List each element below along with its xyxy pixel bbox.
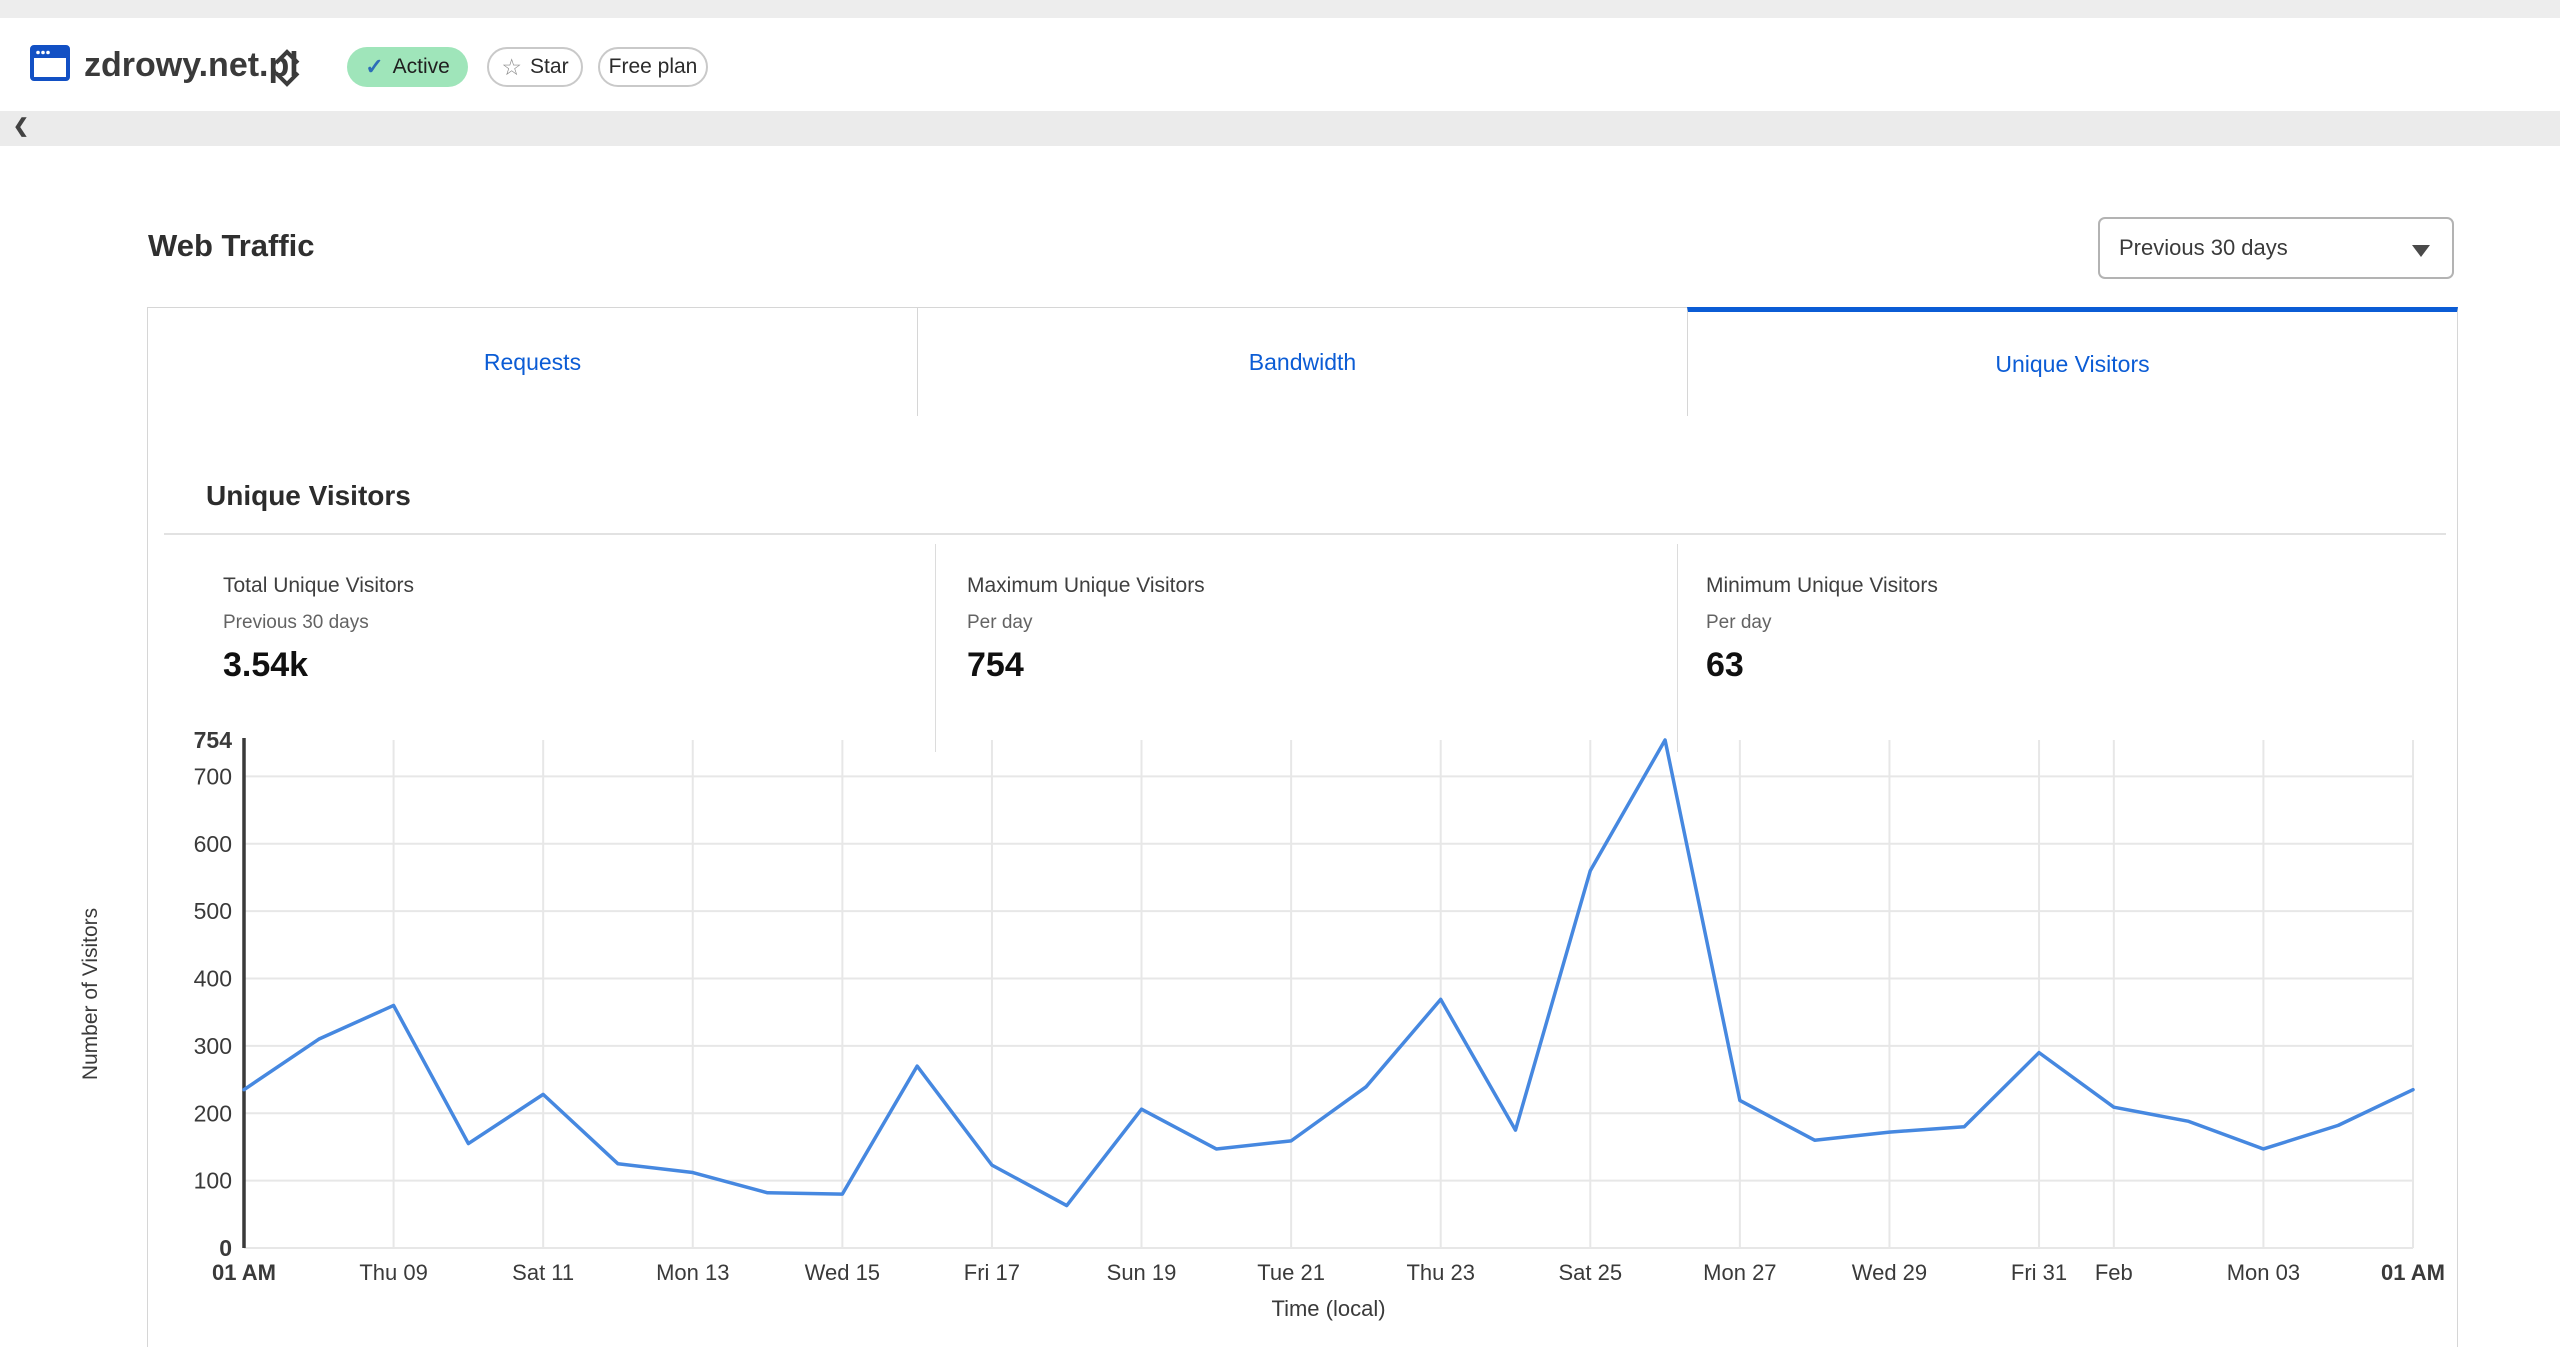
section-divider: [164, 533, 2446, 535]
y-tick-label: 0: [219, 1235, 232, 1261]
site-switcher-chevrons-icon[interactable]: [272, 48, 302, 88]
content-panel: Unique Visitors Total Unique Visitors Pr…: [147, 416, 2458, 1347]
tab-requests[interactable]: Requests: [147, 307, 918, 417]
page-title: Web Traffic: [148, 228, 315, 263]
section-title: Unique Visitors: [206, 480, 411, 511]
x-tick-label: 01 AM: [212, 1260, 276, 1285]
toolbar: ❮: [0, 111, 2560, 146]
y-axis-title: Number of Visitors: [79, 908, 102, 1080]
y-tick-label: 100: [194, 1168, 232, 1194]
star-icon: ☆: [501, 53, 523, 80]
y-tick-label: 754: [194, 727, 233, 753]
data-line: [242, 738, 2415, 1208]
x-tick-label: 01 AM: [2381, 1260, 2445, 1285]
plan-badge-label: Free plan: [608, 55, 698, 78]
stat-total-label: Total Unique Visitors: [223, 574, 415, 597]
y-tick-label: 200: [194, 1100, 232, 1126]
stat-min-value: 63: [1706, 646, 1744, 684]
x-tick-label: Mon 27: [1703, 1260, 1776, 1285]
status-badge: ✓ Active: [347, 47, 468, 87]
x-tick-label: Thu 09: [359, 1260, 428, 1285]
site-title: zdrowy.net.pl: [84, 46, 299, 84]
y-tick-label: 500: [194, 898, 232, 924]
check-icon: ✓: [365, 54, 384, 79]
x-tick-label: Sat 11: [512, 1260, 574, 1285]
status-badge-label: Active: [392, 55, 450, 78]
chevron-down-icon: [2412, 245, 2430, 257]
stat-total-value: 3.54k: [223, 646, 309, 684]
x-axis-title: Time (local): [1271, 1296, 1385, 1321]
x-tick-label: Thu 23: [1406, 1260, 1475, 1285]
x-tick-label: Mon 13: [656, 1260, 729, 1285]
stat-max-sub: Per day: [967, 612, 1033, 633]
y-tick-label: 300: [194, 1033, 232, 1059]
plan-badge: Free plan: [598, 47, 708, 87]
top-strip: [0, 0, 2560, 18]
y-tick-label: 400: [194, 966, 232, 992]
site-header: zdrowy.net.pl ✓ Active ☆ Star Free plan: [0, 18, 2560, 108]
x-tick-label: Fri 31: [2011, 1260, 2067, 1285]
star-button-label: Star: [530, 55, 569, 78]
tab-bandwidth[interactable]: Bandwidth: [917, 307, 1688, 417]
stat-total-sub: Previous 30 days: [223, 612, 369, 633]
tabs: Requests Bandwidth Unique Visitors: [147, 307, 2458, 417]
stat-max-value: 754: [967, 646, 1024, 684]
stat-min-label: Minimum Unique Visitors: [1706, 574, 1938, 597]
date-range-value: Previous 30 days: [2119, 235, 2288, 260]
x-tick-label: Wed 15: [805, 1260, 880, 1285]
tab-unique-visitors[interactable]: Unique Visitors: [1687, 307, 2458, 417]
x-tick-label: Wed 29: [1852, 1260, 1927, 1285]
date-range-dropdown[interactable]: Previous 30 days: [2098, 217, 2454, 279]
x-tick-label: Feb: [2095, 1260, 2133, 1285]
x-tick-label: Sat 25: [1558, 1260, 1622, 1285]
x-tick-label: Mon 03: [2227, 1260, 2300, 1285]
stat-divider: [1677, 544, 1678, 752]
x-tick-label: Sun 19: [1107, 1260, 1177, 1285]
y-tick-label: 700: [194, 763, 232, 789]
browser-window-icon: [30, 45, 70, 81]
x-tick-label: Tue 21: [1257, 1260, 1325, 1285]
back-button[interactable]: ❮: [13, 116, 29, 137]
stat-max-label: Maximum Unique Visitors: [967, 574, 1205, 597]
x-tick-label: Fri 17: [964, 1260, 1020, 1285]
stat-min-sub: Per day: [1706, 612, 1772, 633]
stat-divider: [935, 544, 936, 752]
y-tick-label: 600: [194, 831, 232, 857]
star-button[interactable]: ☆ Star: [487, 47, 583, 87]
